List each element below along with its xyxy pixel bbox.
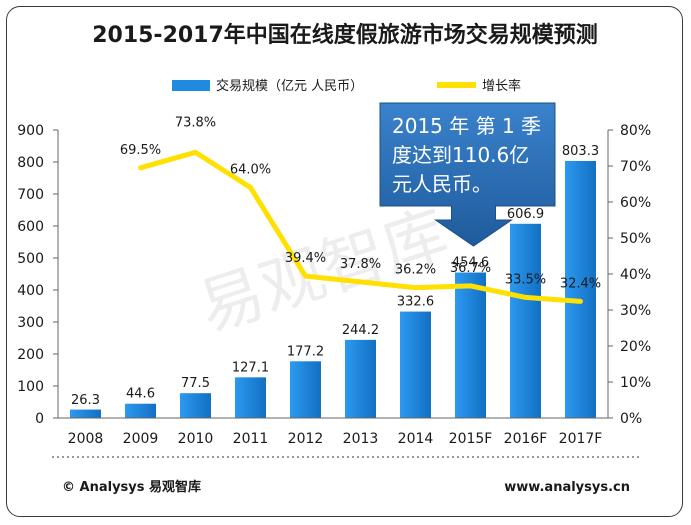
left-tick-label: 500 (17, 251, 44, 267)
chart-legend: 交易规模（亿元 人民币） 增长率 (172, 78, 521, 94)
bar (125, 403, 156, 418)
growth-value-label: 73.8% (175, 115, 216, 130)
growth-labels: 69.5% 73.8% 64.0% 39.4% 37.8% 36.2% 36.7% 33.5%… (120, 115, 601, 291)
bar (180, 393, 211, 418)
x-tick-label: 2008 (68, 431, 104, 447)
footer-left: © Analysys 易观智库 (62, 479, 201, 495)
bar-value-label: 44.6 (126, 387, 155, 402)
bar-value-label: 606.9 (507, 207, 544, 222)
footer-right: www.analysys.cn (504, 480, 630, 495)
right-tick-label: 60% (620, 195, 651, 211)
right-tick-label: 30% (620, 303, 651, 319)
growth-line-path (138, 149, 583, 304)
chart-title: 2015-2017年中国在线度假旅游市场交易规模预测 (92, 22, 598, 48)
right-tick-label: 10% (620, 375, 651, 391)
x-tick-label: 2009 (123, 431, 159, 447)
callout-box (379, 102, 556, 247)
bar (400, 311, 431, 418)
right-tick-label: 70% (620, 159, 651, 175)
legend-bar-label: 交易规模（亿元 人民币） (216, 78, 363, 94)
bar-value-label: 177.2 (287, 344, 324, 359)
left-tick-label: 200 (17, 347, 44, 363)
bar-value-label: 26.3 (71, 393, 100, 408)
bar-value-label: 332.6 (397, 295, 434, 310)
callout-text: 元人民币。 (392, 172, 492, 196)
growth-value-label: 69.5% (120, 143, 161, 158)
callout-text: 2015 年 第 1 季 (392, 114, 541, 138)
left-tick-label: 600 (17, 219, 44, 235)
left-tick-label: 400 (17, 283, 44, 299)
legend-line-label: 增长率 (482, 78, 521, 94)
bar (510, 223, 541, 418)
legend-bar-swatch (172, 80, 210, 91)
bar-value-label: 803.3 (562, 144, 599, 159)
x-tick-label: 2015F (449, 431, 493, 447)
growth-value-label: 33.5% (505, 272, 546, 287)
bar-value-label: 127.1 (232, 360, 269, 375)
left-tick-label: 700 (17, 187, 44, 203)
bar (70, 409, 101, 418)
right-tick-label: 80% (620, 123, 651, 139)
bar (290, 361, 321, 418)
left-axis: 0 100 200 300 400 500 600 700 800 900 (17, 123, 59, 427)
growth-line (138, 149, 583, 304)
x-tick-label: 2011 (233, 431, 269, 447)
x-tick-label: 2013 (343, 431, 379, 447)
left-tick-label: 100 (17, 379, 44, 395)
growth-value-label: 39.4% (285, 251, 326, 266)
callout-text: 度达到110.6亿 (392, 143, 529, 167)
left-tick-label: 300 (17, 315, 44, 331)
bar (345, 339, 376, 418)
right-tick-label: 0% (620, 411, 642, 427)
right-axis: 0% 10% 20% 30% 40% 50% 60% 70% 80% (607, 123, 651, 427)
left-tick-label: 0 (35, 411, 44, 427)
growth-value-label: 64.0% (230, 163, 271, 178)
x-tick-label: 2014 (398, 431, 434, 447)
bar (455, 272, 486, 418)
bar (565, 160, 596, 418)
left-tick-label: 900 (17, 123, 44, 139)
growth-value-label: 36.7% (450, 261, 491, 276)
bars (70, 160, 596, 418)
bar-value-label: 454.6 (452, 256, 489, 271)
bar-value-label: 77.5 (181, 376, 210, 391)
left-tick-label: 800 (17, 155, 44, 171)
bar-value-label: 244.2 (342, 323, 379, 338)
right-tick-label: 50% (620, 231, 651, 247)
x-tick-label: 2017F (559, 431, 603, 447)
x-tick-label: 2012 (288, 431, 324, 447)
x-tick-label: 2016F (504, 431, 548, 447)
growth-value-label: 32.4% (560, 276, 601, 291)
growth-value-label: 37.8% (340, 257, 381, 272)
x-axis: 2008 2009 2010 2011 2012 2013 2014 2015F 2016F 20… (58, 417, 608, 447)
bar (235, 377, 266, 418)
growth-value-label: 36.2% (395, 263, 436, 278)
right-tick-label: 40% (620, 267, 651, 283)
x-tick-label: 2010 (178, 431, 214, 447)
right-tick-label: 20% (620, 339, 651, 355)
bar-labels: 26.3 44.6 77.5 127.1 177.2 244.2 332.6 454.6 606… (71, 144, 599, 408)
